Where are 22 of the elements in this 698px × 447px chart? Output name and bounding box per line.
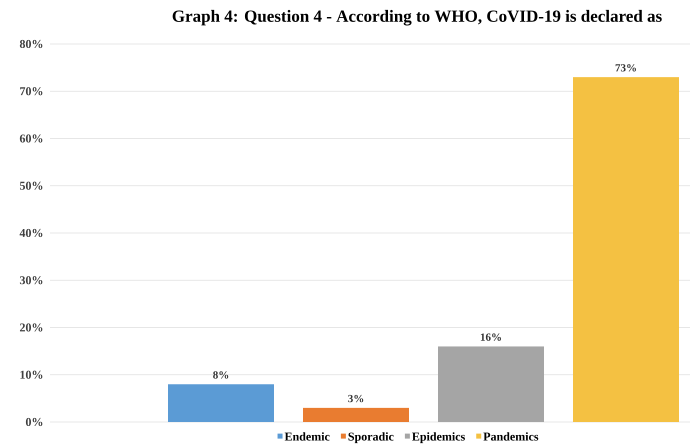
- legend-label: Pandemics: [483, 432, 538, 441]
- legend-label: Endemic: [284, 432, 330, 441]
- y-tick-label: 0%: [26, 418, 42, 426]
- data-label: 8%: [213, 371, 228, 379]
- chart-title: Graph 4: Question 4 - According to WHO, CoVID-19 is declared as: [172, 10, 662, 26]
- data-label: 3%: [348, 394, 364, 402]
- bar: [303, 408, 409, 422]
- bar: [573, 77, 680, 422]
- legend-label: Epidemics: [412, 432, 465, 444]
- y-tick-label: 70%: [20, 87, 42, 96]
- data-label: 73%: [616, 64, 636, 72]
- y-tick-label: 80%: [20, 40, 42, 48]
- y-tick-label: 10%: [20, 370, 42, 379]
- bar: [168, 384, 274, 422]
- y-tick-label: 30%: [20, 276, 42, 284]
- legend-label: Sporadic: [348, 432, 394, 444]
- y-tick-label: 40%: [20, 228, 42, 238]
- y-tick-label: 20%: [20, 323, 42, 332]
- y-tick-label: 60%: [20, 134, 42, 143]
- y-tick-label: 50%: [20, 182, 42, 190]
- data-label: 16%: [480, 333, 501, 341]
- bar: [438, 346, 544, 422]
